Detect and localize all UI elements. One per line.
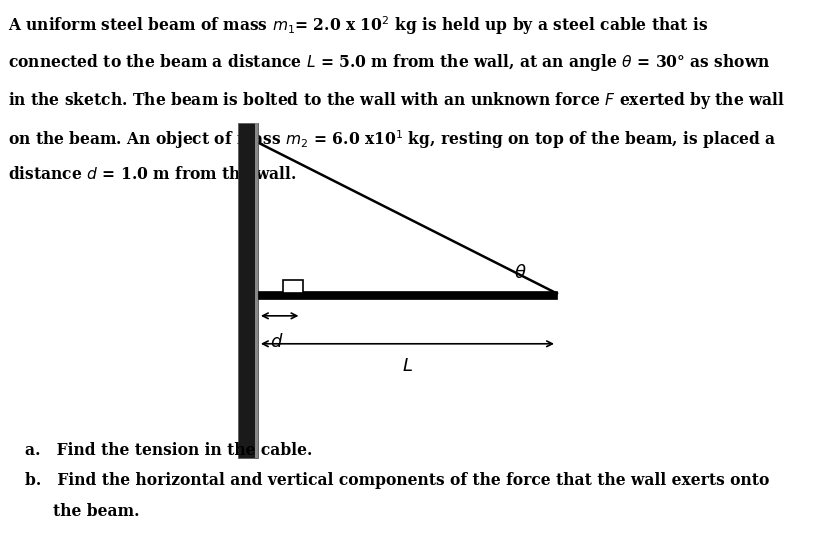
Text: b.   Find the horizontal and vertical components of the force that the wall exer: b. Find the horizontal and vertical comp… xyxy=(25,472,769,489)
Bar xyxy=(283,280,303,293)
Bar xyxy=(238,123,258,458)
Text: $d$: $d$ xyxy=(270,333,283,350)
Text: $\theta$: $\theta$ xyxy=(514,264,527,282)
Text: a.   Find the tension in the cable.: a. Find the tension in the cable. xyxy=(25,442,312,458)
Text: A uniform steel beam of mass $m_1$= 2.0 x 10$^2$ kg is held up by a steel cable : A uniform steel beam of mass $m_1$= 2.0 … xyxy=(8,14,708,37)
Text: the beam.: the beam. xyxy=(53,503,140,520)
Text: $L$: $L$ xyxy=(401,357,413,375)
Text: in the sketch. The beam is bolted to the wall with an unknown force $F$ exerted : in the sketch. The beam is bolted to the… xyxy=(8,90,785,111)
Text: connected to the beam a distance $L$ = 5.0 m from the wall, at an angle $\theta$: connected to the beam a distance $L$ = 5… xyxy=(8,52,771,73)
Bar xyxy=(255,123,258,458)
Text: distance $d$ = 1.0 m from the wall.: distance $d$ = 1.0 m from the wall. xyxy=(8,166,296,183)
Bar xyxy=(258,291,557,299)
Text: on the beam. An object of mass $m_2$ = 6.0 x10$^1$ kg, resting on top of the bea: on the beam. An object of mass $m_2$ = 6… xyxy=(8,128,776,151)
